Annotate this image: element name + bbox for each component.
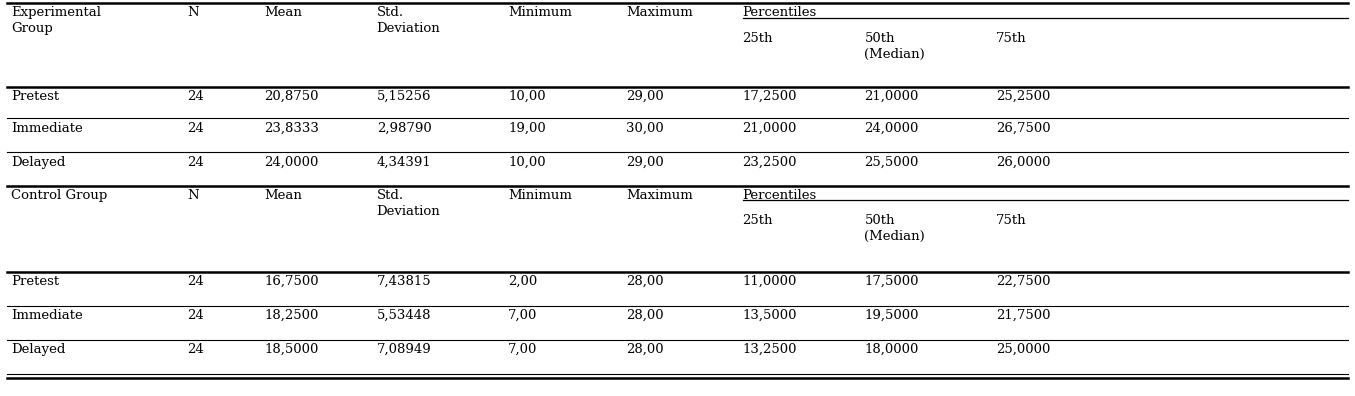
Text: 7,00: 7,00 [508, 309, 538, 322]
Text: 18,5000: 18,5000 [264, 343, 318, 356]
Text: 75th: 75th [996, 32, 1027, 45]
Text: 16,7500: 16,7500 [264, 275, 318, 288]
Text: 24: 24 [187, 156, 203, 169]
Text: Experimental
Group: Experimental Group [11, 6, 100, 35]
Text: 50th
(Median): 50th (Median) [864, 214, 925, 243]
Text: 28,00: 28,00 [626, 309, 664, 322]
Text: 75th: 75th [996, 214, 1027, 227]
Text: 26,0000: 26,0000 [996, 156, 1050, 169]
Text: Mean: Mean [264, 189, 302, 202]
Text: 24,0000: 24,0000 [864, 122, 919, 135]
Text: 26,7500: 26,7500 [996, 122, 1050, 135]
Text: 11,0000: 11,0000 [743, 275, 797, 288]
Text: 18,2500: 18,2500 [264, 309, 318, 322]
Text: 29,00: 29,00 [626, 90, 664, 103]
Text: 29,00: 29,00 [626, 156, 664, 169]
Text: 13,2500: 13,2500 [743, 343, 797, 356]
Text: 24: 24 [187, 309, 203, 322]
Text: 2,00: 2,00 [508, 275, 538, 288]
Text: 28,00: 28,00 [626, 343, 664, 356]
Text: 21,0000: 21,0000 [743, 122, 797, 135]
Text: 4,34391: 4,34391 [377, 156, 431, 169]
Text: 7,43815: 7,43815 [377, 275, 431, 288]
Text: 21,7500: 21,7500 [996, 309, 1050, 322]
Text: Delayed: Delayed [11, 343, 65, 356]
Text: 7,00: 7,00 [508, 343, 538, 356]
Text: N: N [187, 6, 199, 19]
Text: 23,8333: 23,8333 [264, 122, 318, 135]
Text: 25,5000: 25,5000 [864, 156, 919, 169]
Text: 22,7500: 22,7500 [996, 275, 1050, 288]
Text: 5,15256: 5,15256 [377, 90, 431, 103]
Text: Std.
Deviation: Std. Deviation [377, 189, 440, 218]
Text: Maximum: Maximum [626, 189, 692, 202]
Text: 24,0000: 24,0000 [264, 156, 318, 169]
Text: 17,2500: 17,2500 [743, 90, 797, 103]
Text: Pretest: Pretest [11, 275, 60, 288]
Text: Std.
Deviation: Std. Deviation [377, 6, 440, 35]
Text: 10,00: 10,00 [508, 156, 546, 169]
Text: 25,2500: 25,2500 [996, 90, 1050, 103]
Text: Minimum: Minimum [508, 189, 572, 202]
Text: 13,5000: 13,5000 [743, 309, 797, 322]
Text: 19,5000: 19,5000 [864, 309, 919, 322]
Text: N: N [187, 189, 199, 202]
Text: 19,00: 19,00 [508, 122, 546, 135]
Text: 7,08949: 7,08949 [377, 343, 431, 356]
Text: Minimum: Minimum [508, 6, 572, 19]
Text: 5,53448: 5,53448 [377, 309, 431, 322]
Text: 2,98790: 2,98790 [377, 122, 431, 135]
Text: Maximum: Maximum [626, 6, 692, 19]
Text: 25,0000: 25,0000 [996, 343, 1050, 356]
Text: 18,0000: 18,0000 [864, 343, 919, 356]
Text: 28,00: 28,00 [626, 275, 664, 288]
Text: 24: 24 [187, 90, 203, 103]
Text: Control Group: Control Group [11, 189, 107, 202]
Text: 20,8750: 20,8750 [264, 90, 318, 103]
Text: 25th: 25th [743, 214, 774, 227]
Text: Percentiles: Percentiles [743, 189, 817, 202]
Text: 17,5000: 17,5000 [864, 275, 919, 288]
Text: 10,00: 10,00 [508, 90, 546, 103]
Text: Mean: Mean [264, 6, 302, 19]
Text: 25th: 25th [743, 32, 774, 45]
Text: 24: 24 [187, 122, 203, 135]
Text: 50th
(Median): 50th (Median) [864, 32, 925, 61]
Text: Immediate: Immediate [11, 122, 83, 135]
Text: 23,2500: 23,2500 [743, 156, 797, 169]
Text: 24: 24 [187, 275, 203, 288]
Text: Pretest: Pretest [11, 90, 60, 103]
Text: 30,00: 30,00 [626, 122, 664, 135]
Text: Delayed: Delayed [11, 156, 65, 169]
Text: Percentiles: Percentiles [743, 6, 817, 19]
Text: Immediate: Immediate [11, 309, 83, 322]
Text: 21,0000: 21,0000 [864, 90, 919, 103]
Text: 24: 24 [187, 343, 203, 356]
